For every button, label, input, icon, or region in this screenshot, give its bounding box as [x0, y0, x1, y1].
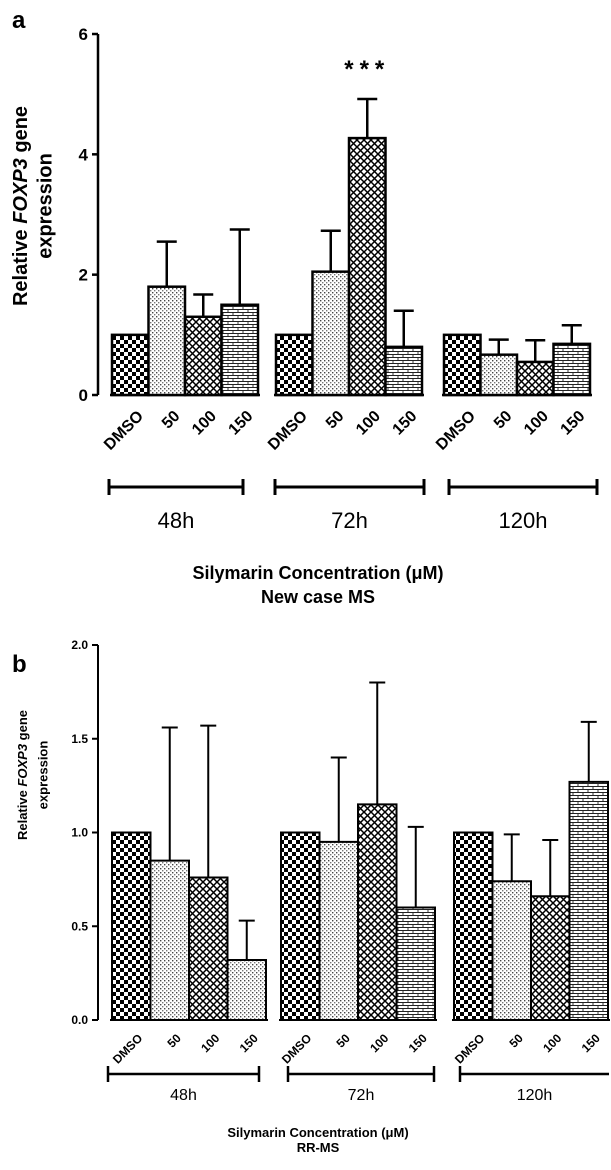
x-axis-label: Silymarin Concentration (μM)	[192, 563, 443, 583]
y-axis-label-gene: FOXP3	[15, 743, 30, 786]
category-label: 150	[558, 408, 589, 439]
bar-group-120h: DMSO 50 100 150	[452, 720, 610, 1067]
category-label: 50	[506, 1031, 526, 1051]
category-label: DMSO	[279, 1031, 314, 1066]
bar	[552, 342, 592, 397]
group-label: 72h	[331, 508, 368, 533]
bar	[147, 285, 187, 397]
category-label: DMSO	[265, 408, 311, 454]
y-tick-label: 1.0	[71, 826, 88, 840]
category-label: 50	[159, 408, 184, 433]
y-tick-label: 0.5	[71, 919, 88, 933]
y-axis-label-prefix: Relative	[10, 224, 32, 306]
bar	[111, 831, 152, 1021]
category-label: 100	[521, 408, 552, 439]
y-axis-label-line2: expression	[35, 741, 50, 810]
category-label: 50	[491, 408, 516, 433]
category-label: 150	[237, 1031, 261, 1055]
y-axis-label-suffix: gene	[10, 106, 32, 158]
bar	[453, 831, 494, 1021]
bar	[515, 360, 555, 397]
y-tick-label: 4	[79, 145, 89, 164]
bar	[110, 333, 150, 397]
panel-b-letter: b	[12, 651, 27, 678]
y-tick-label: 2	[79, 266, 88, 285]
bar	[311, 270, 351, 397]
bar	[568, 780, 609, 1021]
panel-a-letter: a	[12, 7, 26, 34]
category-label: DMSO	[110, 1031, 145, 1066]
bar	[226, 959, 267, 1021]
group-label: 120h	[499, 508, 548, 533]
bar	[149, 859, 190, 1021]
y-axis-label: Relative FOXP3 gene	[15, 710, 30, 840]
bar	[183, 315, 223, 397]
chart-subtitle: RR-MS	[297, 1140, 340, 1155]
bar	[188, 876, 229, 1021]
category-label: 100	[353, 408, 384, 439]
category-label: 150	[226, 408, 257, 439]
category-label: 100	[189, 408, 220, 439]
bar-group-120h: DMSO 50 100 150	[433, 323, 592, 454]
y-tick-label: 1.5	[71, 732, 88, 746]
category-label: 150	[390, 408, 421, 439]
bar-group-48h: DMSO 50 100 150	[101, 228, 260, 454]
group-label: 120h	[517, 1087, 553, 1104]
y-axis-label-line2: expression	[34, 153, 56, 259]
category-label: DMSO	[433, 408, 479, 454]
category-label: 100	[367, 1031, 391, 1055]
bar	[357, 803, 398, 1021]
category-label: 50	[164, 1031, 184, 1051]
y-tick-label: 0	[79, 386, 88, 405]
bar-group-72h: DMSO 50 100 150	[265, 97, 424, 454]
bar	[347, 136, 387, 397]
bar-group-48h: DMSO 50 100 150	[110, 724, 268, 1067]
panel-b-chart: 0.0 0.5 1.0 1.5 2.0 DMSO 50 100 150 48h DMSO 50 100 1…	[15, 638, 610, 1155]
bar	[274, 333, 314, 397]
group-label: 72h	[348, 1087, 375, 1104]
bar-group-72h: DMSO 50 100 150	[279, 681, 437, 1067]
bar	[280, 831, 321, 1021]
bar	[395, 906, 436, 1021]
y-tick-label: 2.0	[71, 638, 88, 652]
y-axis-label-prefix: Relative	[15, 787, 30, 840]
category-label: 50	[333, 1031, 353, 1051]
category-label: 50	[323, 408, 348, 433]
bar	[491, 880, 532, 1021]
category-label: DMSO	[452, 1031, 487, 1066]
group-label: 48h	[158, 508, 195, 533]
panel-b: b 0.0 0.5 1.0 1.5 2.0 DMSO 50 100 150 48h DMSO 50 10…	[12, 638, 610, 1155]
y-axis-label: Relative FOXP3 gene	[10, 106, 32, 306]
group-label: 48h	[170, 1087, 197, 1104]
bar	[530, 895, 571, 1021]
y-axis-label-gene: FOXP3	[10, 158, 32, 224]
category-label: 150	[406, 1031, 430, 1055]
bar	[442, 333, 482, 397]
chart-subtitle: New case MS	[261, 587, 375, 607]
category-label: 150	[579, 1031, 603, 1055]
category-label: DMSO	[101, 408, 147, 454]
category-label: 100	[198, 1031, 222, 1055]
significance-annotation: ***	[344, 56, 390, 83]
x-axis-label: Silymarin Concentration (μM)	[227, 1125, 408, 1140]
bar	[220, 303, 260, 397]
category-label: 100	[540, 1031, 564, 1055]
bar	[384, 345, 424, 397]
bar	[479, 353, 519, 397]
y-axis-label-suffix: gene	[15, 710, 30, 744]
bar	[318, 840, 359, 1021]
y-tick-label: 6	[79, 25, 88, 44]
y-tick-label: 0.0	[71, 1013, 88, 1027]
